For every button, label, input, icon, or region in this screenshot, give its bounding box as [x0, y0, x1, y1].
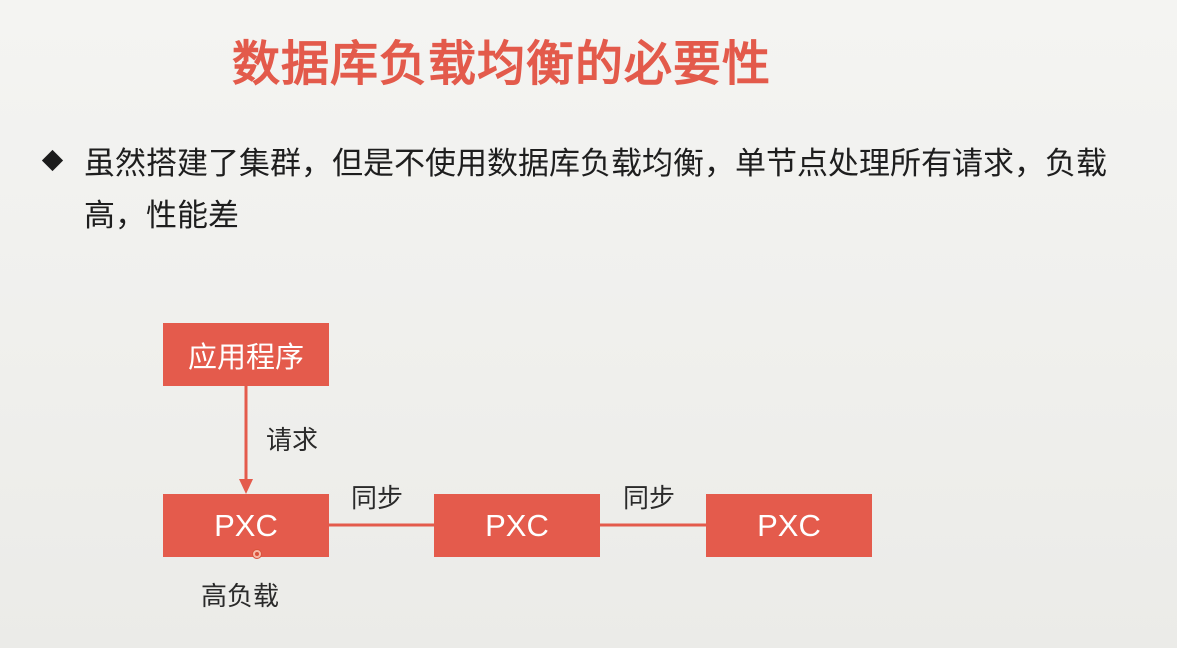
application-box: 应用程序 [163, 323, 329, 386]
high-load-label: 高负载 [201, 582, 280, 612]
request-arrowhead [239, 479, 253, 494]
sync-label-1: 同步 [351, 484, 404, 514]
pxc-node-1: PXC [163, 494, 329, 557]
pointer-cursor-icon [252, 549, 262, 559]
sync-label-2: 同步 [623, 484, 676, 514]
request-label: 请求 [266, 426, 319, 456]
bullet-text: 虽然搭建了集群，但是不使用数据库负载均衡，单节点处理所有请求，负载高，性能差 [84, 146, 1107, 234]
pxc-node-3: PXC [706, 494, 872, 557]
slide-title: 数据库负载均衡的必要性 [232, 36, 772, 92]
bullet-point: 虽然搭建了集群，但是不使用数据库负载均衡，单节点处理所有请求，负载高，性能差 [40, 138, 1150, 242]
pxc-node-2: PXC [434, 494, 600, 557]
